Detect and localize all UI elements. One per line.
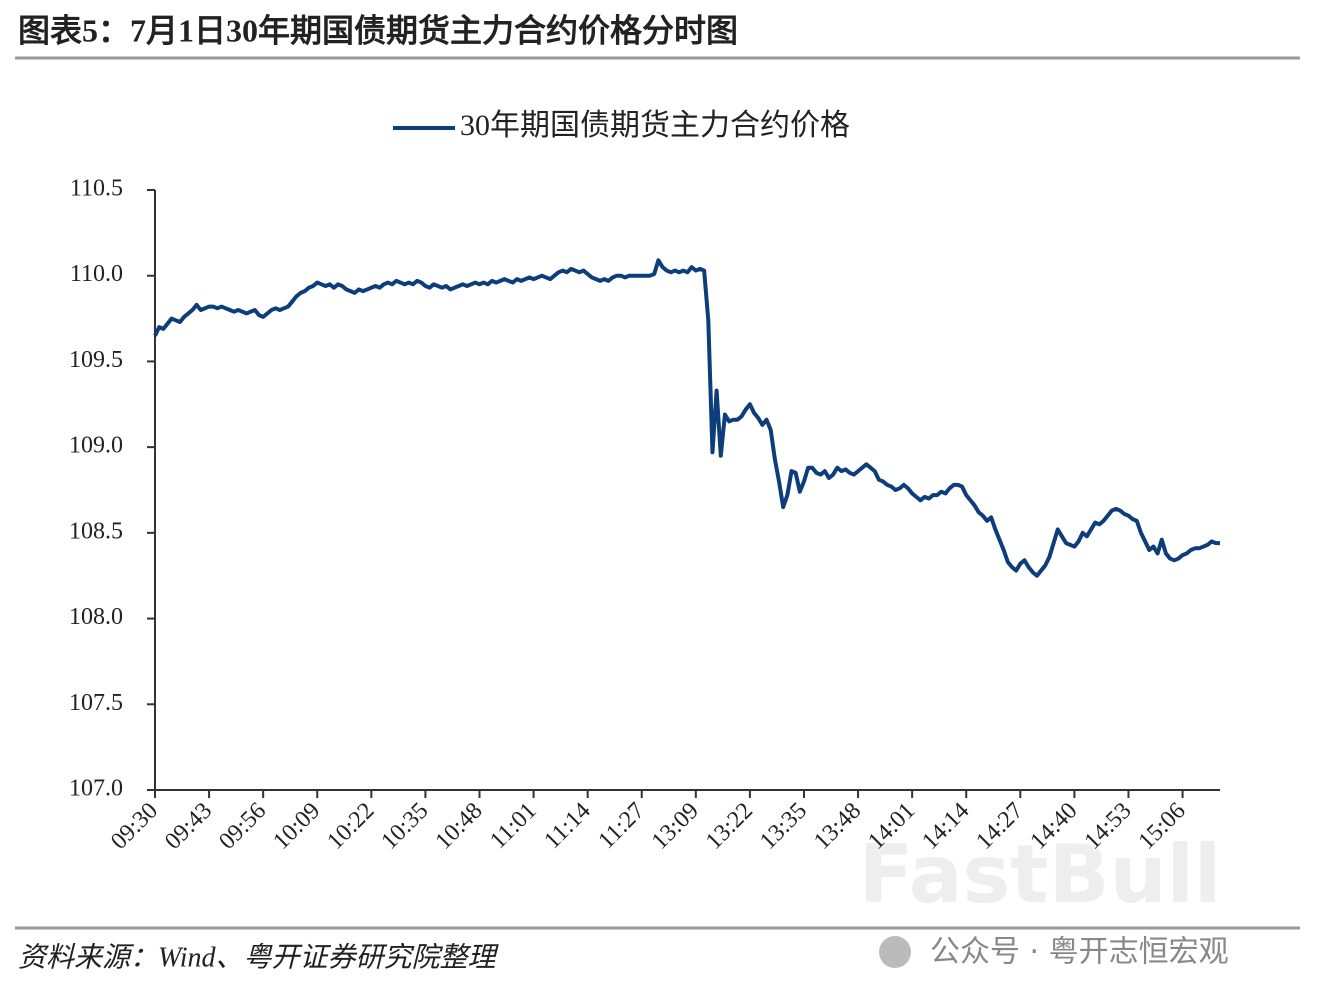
legend-label: 30年期国债期货主力合约价格	[460, 109, 850, 142]
chart-title: 图表5：7月1日30年期国债期货主力合约价格分时图	[18, 12, 738, 48]
watermark: 公众号 · 粤开志恒宏观	[930, 935, 1229, 970]
x-tick-label: 10:35	[376, 798, 433, 855]
x-tick-label: 10:09	[268, 798, 325, 855]
x-tick-label: 11:14	[539, 798, 595, 854]
x-tick-label: 10:48	[431, 798, 488, 855]
y-tick-label: 108.5	[69, 518, 123, 544]
x-tick-label: 10:22	[322, 798, 379, 855]
x-tick-label: 13:22	[701, 798, 758, 855]
x-tick-label: 09:43	[160, 798, 217, 855]
x-tick-label: 13:35	[755, 798, 812, 855]
x-tick-label: 11:01	[485, 798, 541, 854]
y-tick-label: 110.5	[70, 176, 123, 202]
x-tick-label: 09:30	[106, 798, 163, 855]
x-tick-label: 09:56	[214, 798, 271, 855]
source-note: 资料来源：Wind、粤开证券研究院整理	[18, 942, 500, 973]
y-tick-label: 109.5	[69, 347, 123, 373]
x-tick-label: 11:27	[593, 798, 649, 854]
x-tick-label: 13:09	[647, 798, 704, 855]
y-tick-label: 108.0	[69, 604, 123, 630]
y-tick-label: 107.5	[69, 690, 123, 716]
wechat-icon	[879, 936, 911, 968]
y-tick-label: 107.0	[69, 776, 123, 802]
y-tick-label: 109.0	[69, 433, 123, 459]
y-tick-label: 110.0	[70, 261, 123, 287]
brand-watermark: FastBull	[859, 828, 1222, 921]
x-tick-label: 13:48	[809, 798, 866, 855]
price-line	[153, 258, 1220, 578]
